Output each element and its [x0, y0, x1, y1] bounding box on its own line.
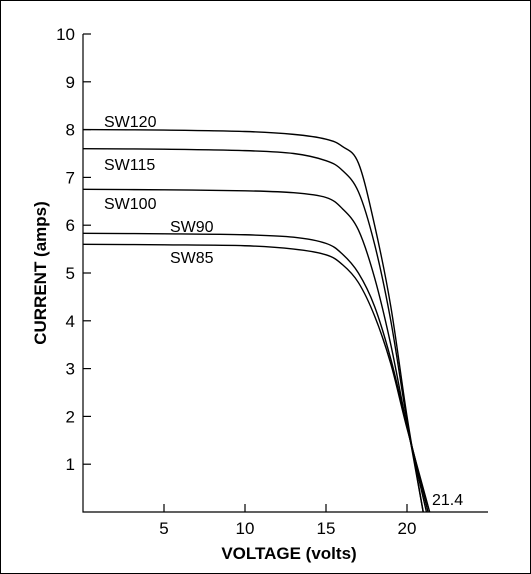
series-label-sw120: SW120: [104, 114, 157, 131]
series-label-sw115: SW115: [104, 157, 155, 174]
series-line-sw100: [82, 188, 428, 513]
y-tick-label: 10: [56, 25, 75, 44]
series-labels: SW120 SW115 SW100 SW90 SW85: [104, 114, 214, 267]
y-tick-label: 4: [66, 312, 75, 331]
y-axis-title: CURRENT (amps): [31, 201, 50, 345]
y-tick-label: 1: [66, 455, 75, 474]
x-axis-ticks: 5 10 15 20: [159, 504, 416, 538]
x-tick-label: 10: [236, 519, 255, 538]
y-tick-label: 6: [66, 216, 75, 235]
series-label-sw100: SW100: [104, 196, 157, 213]
y-tick-label: 5: [66, 264, 75, 283]
series-line-sw120: [82, 128, 424, 513]
y-tick-label: 2: [66, 407, 75, 426]
series-line-sw115: [82, 148, 424, 513]
y-tick-label: 3: [66, 360, 75, 379]
y-tick-label: 7: [66, 168, 75, 187]
x-axis-title: VOLTAGE (volts): [221, 544, 356, 563]
plot-axes: [82, 34, 488, 513]
series-label-sw90: SW90: [170, 219, 214, 236]
x-tick-label: 20: [398, 519, 417, 538]
series-label-sw85: SW85: [170, 250, 214, 267]
voc-annotation: 21.4: [432, 492, 463, 509]
y-axis-ticks: 1 2 3 4 5 6 7 8 9 10: [56, 25, 91, 474]
y-tick-label: 8: [66, 121, 75, 140]
series-line-sw85: [82, 243, 431, 513]
x-tick-label: 15: [317, 519, 336, 538]
series-line-sw90: [82, 232, 429, 513]
y-tick-label: 9: [66, 73, 75, 92]
series-curves: [82, 128, 431, 513]
x-tick-label: 5: [159, 519, 168, 538]
